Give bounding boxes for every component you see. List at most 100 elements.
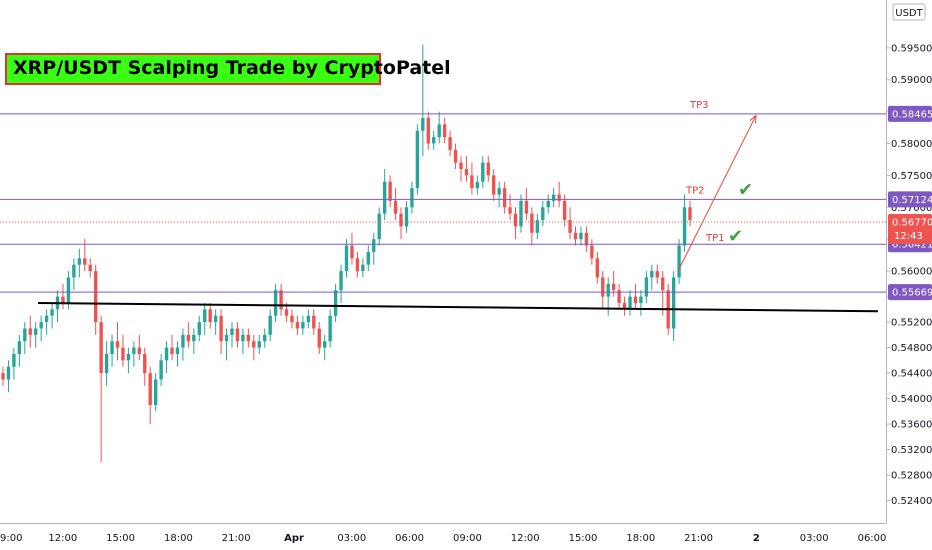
- candle-body: [366, 251, 370, 265]
- candle-body: [661, 277, 665, 291]
- candle-body: [121, 347, 125, 361]
- price-tick-label: 0.54800: [891, 343, 932, 354]
- candle-body: [34, 328, 38, 335]
- candle-body: [153, 379, 158, 406]
- price-tick-label: 0.59000: [891, 75, 932, 86]
- price-tick-label: 0.57000: [891, 203, 932, 214]
- candle-body: [655, 271, 659, 278]
- candle-body: [290, 315, 294, 323]
- candle-body: [404, 207, 409, 227]
- candle-body: [301, 322, 305, 329]
- candle-body: [12, 353, 16, 367]
- candle-body: [671, 277, 676, 329]
- time-tick-label: 12:00: [48, 533, 77, 544]
- candle-body: [633, 296, 638, 303]
- candle-body: [164, 347, 169, 361]
- time-tick-label: 12:00: [511, 533, 540, 544]
- candle-body: [617, 290, 621, 303]
- candle-body: [682, 207, 687, 246]
- candle-body: [437, 124, 441, 138]
- level-badge-label: 0.57124: [892, 195, 932, 206]
- candle-body: [541, 207, 545, 221]
- candle-body: [595, 258, 599, 278]
- candle-body: [639, 296, 643, 303]
- candle-body: [137, 347, 141, 354]
- candle-body: [115, 341, 120, 348]
- support-line: [37, 301, 879, 313]
- candle-body: [344, 245, 349, 272]
- candle-body: [306, 315, 311, 323]
- level-badge: [888, 191, 932, 208]
- candle-body: [72, 264, 76, 278]
- candle-body: [519, 200, 523, 227]
- tp2-label: TP2: [685, 185, 705, 196]
- time-tick-label: 15:00: [106, 533, 135, 544]
- candle-body: [143, 353, 147, 374]
- candle-body: [470, 175, 474, 189]
- check-icon: ✔: [728, 226, 743, 247]
- candle-body: [388, 181, 392, 201]
- check-icon: ✔: [738, 179, 753, 200]
- candle-body: [159, 360, 163, 380]
- candle-body: [497, 188, 501, 195]
- candle-body: [235, 328, 240, 342]
- candle-body: [524, 200, 529, 214]
- candle-body: [317, 328, 321, 348]
- candle-body: [273, 290, 278, 316]
- candle-body: [350, 245, 354, 259]
- candle-body: [677, 245, 681, 278]
- candle-body: [23, 328, 27, 342]
- level-badge-label: 0.56421: [892, 240, 932, 251]
- candle-body: [421, 117, 425, 131]
- candle-body: [104, 353, 109, 374]
- price-tick-label: 0.59500: [891, 43, 932, 54]
- time-tick-label: 18:00: [164, 533, 193, 544]
- projection-arrow-line: [677, 115, 757, 272]
- candle-body: [192, 334, 196, 342]
- price-tick-label: 0.52800: [891, 471, 932, 482]
- price-tick-label: 0.56000: [891, 267, 932, 278]
- time-tick-label: 09:00: [453, 533, 482, 544]
- candle-body: [6, 366, 11, 380]
- candle-body: [688, 207, 692, 221]
- price-tick-label: 0.54000: [891, 394, 932, 405]
- tp3-label: TP3: [689, 100, 709, 111]
- time-tick-label: 18:00: [626, 533, 655, 544]
- candle-body: [99, 322, 103, 374]
- candle-body: [328, 315, 332, 342]
- candle-body: [486, 162, 490, 176]
- candle-body: [601, 277, 605, 297]
- candle-body: [94, 271, 98, 323]
- currency-label: USDT: [895, 8, 923, 19]
- price-tick-label: 0.58000: [891, 139, 932, 150]
- candle-body: [535, 220, 540, 233]
- candle-body: [17, 341, 22, 354]
- candle-body: [579, 232, 583, 240]
- candle-body: [312, 315, 316, 329]
- chart-title-box: XRP/USDT Scalping Trade by CryptoPatel: [5, 53, 451, 85]
- candle-body: [132, 347, 136, 354]
- candle-body: [606, 283, 610, 297]
- candle-body: [126, 353, 131, 361]
- candle-body: [628, 296, 632, 310]
- candle-body: [252, 341, 256, 348]
- candle-body: [557, 194, 561, 201]
- candle-body: [28, 328, 32, 335]
- candle-body: [426, 117, 430, 144]
- candle-body: [361, 264, 365, 272]
- candle-body: [323, 341, 327, 348]
- candle-body: [502, 188, 507, 208]
- candle-body: [562, 200, 567, 221]
- candle-body: [393, 200, 398, 214]
- candle-body: [355, 258, 360, 272]
- candle-body: [415, 130, 420, 189]
- candle-body: [39, 322, 43, 329]
- candle-body: [513, 213, 518, 227]
- countdown-label: 12:43: [894, 231, 923, 242]
- candle-body: [208, 309, 212, 323]
- candle-body: [110, 341, 114, 354]
- candles-layer: [1, 44, 692, 463]
